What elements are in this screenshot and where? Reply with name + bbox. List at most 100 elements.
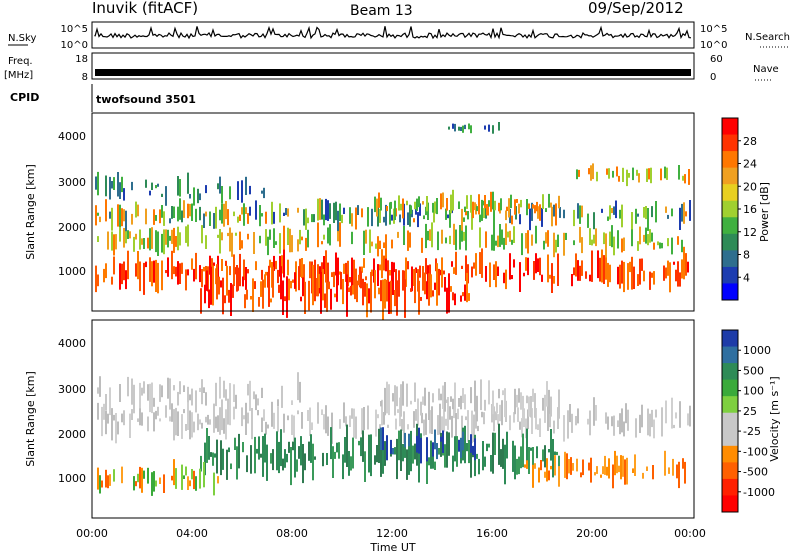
xtick-5: 20:00 xyxy=(576,527,608,540)
power-echo xyxy=(485,266,487,282)
velocity-echo xyxy=(414,443,416,460)
power-echo xyxy=(169,235,171,241)
power-echo xyxy=(173,206,175,218)
power-echo xyxy=(185,226,187,243)
velocity-echo xyxy=(219,376,221,399)
power-echo xyxy=(461,208,463,231)
velocity-echo xyxy=(646,466,648,471)
noise-panel: N.Sky 10^5 10^0 10^5 10^0 N.Search xyxy=(8,21,790,51)
velocity-echo xyxy=(133,384,135,414)
velocity-echo xyxy=(308,441,310,461)
velocity-echo xyxy=(133,476,135,491)
power-echo xyxy=(135,233,137,240)
power-echo xyxy=(219,176,221,194)
power-echo xyxy=(499,224,501,247)
velocity-echo xyxy=(141,387,143,396)
velocity-echo xyxy=(467,410,469,442)
noise-trace xyxy=(94,25,692,40)
power-echo xyxy=(145,208,147,225)
power-echo xyxy=(387,260,389,293)
power-echo xyxy=(216,264,218,300)
power-echo xyxy=(603,255,605,284)
velocity-echo xyxy=(201,379,203,405)
power-echo xyxy=(304,281,306,314)
velocity-echo xyxy=(362,430,364,462)
power-echo xyxy=(345,262,347,282)
power-echo xyxy=(445,208,447,220)
velocity-colorbar-tick-label: -500 xyxy=(743,466,768,479)
power-echo xyxy=(505,223,507,245)
velocity-echo xyxy=(367,405,369,430)
velocity-echo xyxy=(187,476,189,490)
power-echo xyxy=(609,264,611,283)
velocity-echo xyxy=(649,413,651,437)
velocity-echo xyxy=(291,414,293,435)
velocity-echo xyxy=(173,385,175,391)
power-echo xyxy=(117,204,119,227)
frequency-label-line2: [MHz] xyxy=(4,70,33,81)
power-echo xyxy=(280,266,282,300)
power-echo xyxy=(470,125,472,134)
power-echo xyxy=(127,250,129,280)
power-echo xyxy=(468,293,470,301)
power-echo xyxy=(519,262,521,292)
power-echo xyxy=(265,229,267,246)
power-echo xyxy=(127,230,129,239)
power-echo xyxy=(325,198,327,221)
velocity-echo xyxy=(297,410,299,415)
velocity-echo xyxy=(177,391,179,406)
power-echo xyxy=(386,279,388,302)
power-echo xyxy=(462,292,464,297)
velocity-echo xyxy=(534,463,536,469)
power-echo xyxy=(327,227,329,244)
velocity-echo xyxy=(460,395,462,410)
power-echo xyxy=(667,260,669,276)
velocity-echo xyxy=(139,382,141,409)
velocity-echo xyxy=(525,418,527,439)
power-echo xyxy=(519,214,521,225)
power-echo xyxy=(119,182,121,199)
power-echo xyxy=(131,213,133,225)
velocity-echo xyxy=(200,455,202,472)
velocity-ytick-1000: 1000 xyxy=(58,472,86,485)
velocity-echo xyxy=(191,469,193,480)
velocity-echo xyxy=(635,418,637,438)
power-echo xyxy=(399,214,401,223)
power-echo xyxy=(421,237,423,253)
velocity-echo xyxy=(265,421,267,435)
power-echo xyxy=(115,234,117,250)
power-echo xyxy=(498,122,500,131)
velocity-echo xyxy=(641,404,643,428)
power-echo xyxy=(677,236,679,245)
power-echo xyxy=(267,236,269,256)
velocity-echo xyxy=(516,458,518,475)
power-echo xyxy=(601,208,603,213)
power-echo xyxy=(272,266,274,298)
velocity-echo xyxy=(394,447,396,455)
velocity-echo xyxy=(552,439,554,478)
velocity-echo xyxy=(402,444,404,462)
velocity-echo xyxy=(424,387,426,406)
velocity-echo xyxy=(465,416,467,421)
velocity-echo xyxy=(301,412,303,429)
power-echo xyxy=(343,263,345,274)
power-echo xyxy=(169,218,171,224)
power-echo xyxy=(619,209,621,219)
velocity-echo xyxy=(360,437,362,457)
velocity-echo xyxy=(476,395,478,422)
velocity-echo xyxy=(520,446,522,469)
power-echo xyxy=(537,206,539,219)
power-echo xyxy=(463,231,465,241)
velocity-echo xyxy=(201,422,203,429)
velocity-echo xyxy=(327,416,329,436)
power-echo xyxy=(245,207,247,214)
power-echo xyxy=(378,287,380,295)
power-echo xyxy=(541,207,543,227)
velocity-echo xyxy=(396,386,398,407)
velocity-echo xyxy=(349,415,351,427)
power-echo xyxy=(651,272,653,278)
velocity-echo xyxy=(481,411,483,418)
power-echo xyxy=(277,269,279,284)
velocity-echo xyxy=(353,408,355,438)
power-echo xyxy=(398,195,400,211)
